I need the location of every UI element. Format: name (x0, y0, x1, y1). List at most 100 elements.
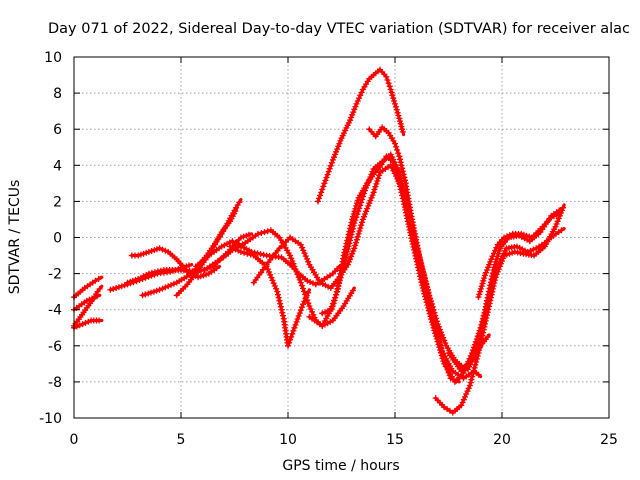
data-point-marker (391, 98, 398, 104)
data-point-marker (113, 285, 120, 291)
data-point-marker (354, 98, 361, 104)
data-point-marker (268, 274, 275, 281)
data-point-marker (137, 251, 144, 258)
series-arc-12 (227, 243, 312, 349)
series-line (367, 125, 491, 370)
data-point-marker (501, 234, 508, 241)
data-point-marker (304, 277, 311, 284)
data-point-marker (401, 174, 408, 181)
data-point-marker (321, 180, 328, 187)
data-point-marker (82, 319, 89, 326)
data-point-marker (431, 327, 438, 334)
data-point-marker (467, 379, 474, 386)
data-point-marker (148, 289, 154, 296)
data-point-marker (322, 309, 329, 316)
data-point-marker (331, 297, 337, 304)
data-point-marker (350, 248, 357, 254)
data-point-marker (135, 276, 142, 282)
data-point-marker (501, 252, 508, 259)
data-point-marker (372, 183, 379, 190)
data-point-marker (310, 311, 317, 318)
data-point-marker (469, 373, 476, 380)
data-point-marker (156, 286, 163, 293)
data-point-marker (417, 276, 424, 283)
data-point-marker (366, 200, 373, 207)
data-point-marker (151, 269, 158, 276)
data-point-marker (396, 115, 403, 122)
data-point-marker (329, 156, 336, 163)
data-point-marker (425, 289, 432, 296)
data-point-marker (322, 177, 329, 184)
data-point-marker (354, 197, 361, 204)
data-point-marker (496, 263, 503, 270)
y-tick-label: 4 (53, 158, 62, 174)
data-point-marker (237, 248, 244, 255)
data-point-marker (329, 300, 336, 307)
data-point-marker (159, 285, 166, 292)
data-point-marker (392, 165, 398, 171)
data-point-marker (349, 250, 356, 257)
data-point-marker (488, 276, 495, 283)
data-point-marker (494, 268, 501, 275)
data-point-marker (506, 232, 513, 239)
data-point-marker (244, 250, 251, 257)
data-point-marker (495, 266, 502, 273)
data-point-marker (348, 114, 355, 121)
data-point-marker (371, 186, 378, 193)
data-point-marker (370, 189, 377, 196)
data-point-marker (556, 210, 563, 217)
data-point-marker (358, 89, 365, 96)
data-point-marker (458, 368, 465, 375)
data-point-marker (279, 309, 286, 316)
data-point-marker (294, 271, 301, 278)
data-point-marker (424, 302, 431, 309)
data-point-marker (326, 165, 333, 172)
data-point-marker (500, 255, 507, 262)
data-point-marker (419, 265, 426, 272)
data-point-marker (428, 298, 434, 304)
data-point-marker (423, 280, 430, 287)
data-point-marker (162, 284, 169, 291)
data-point-marker (124, 279, 131, 286)
x-tick-label: 15 (386, 432, 404, 448)
series-line (446, 207, 564, 373)
data-point-marker (424, 286, 431, 293)
data-point-marker (361, 213, 367, 220)
series-arc-14 (306, 151, 483, 382)
data-point-marker (260, 251, 267, 258)
data-point-marker (398, 162, 405, 169)
data-point-marker (439, 332, 446, 338)
data-point-marker (394, 171, 401, 178)
data-point-marker (297, 307, 304, 314)
data-point-marker (474, 341, 481, 348)
data-point-marker (289, 258, 296, 264)
data-point-marker (213, 265, 220, 272)
data-point-marker (399, 128, 406, 135)
data-point-marker (530, 246, 537, 253)
data-point-marker (486, 261, 493, 268)
y-tick-label: -4 (48, 303, 62, 319)
data-point-marker (323, 174, 330, 181)
data-point-marker (430, 306, 437, 313)
data-point-marker (490, 250, 497, 257)
data-point-marker (240, 233, 247, 240)
data-point-marker (350, 109, 357, 116)
data-point-marker (241, 249, 248, 256)
data-point-marker (392, 140, 398, 147)
data-point-marker (145, 270, 152, 277)
data-point-marker (399, 165, 406, 172)
data-point-marker (427, 313, 434, 320)
data-point-marker (472, 350, 478, 357)
series-arc-17 (366, 124, 491, 371)
data-point-marker (422, 293, 429, 300)
data-point-marker (422, 277, 429, 284)
data-point-marker (397, 120, 404, 127)
data-point-marker (302, 253, 309, 260)
data-point-marker (399, 126, 406, 133)
data-point-marker (232, 208, 239, 215)
data-point-marker (460, 396, 467, 403)
y-tick-label: -2 (48, 267, 62, 283)
data-point-marker (459, 399, 466, 406)
data-point-marker (475, 339, 482, 345)
